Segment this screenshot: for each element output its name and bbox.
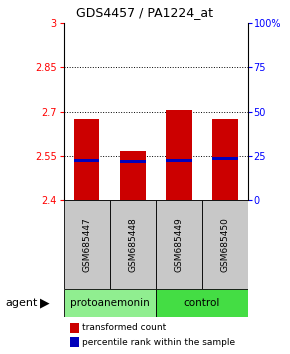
Text: control: control: [184, 298, 220, 308]
Text: GSM685447: GSM685447: [82, 217, 91, 272]
Bar: [64, 289, 156, 317]
Text: transformed count: transformed count: [82, 323, 167, 332]
Bar: [70, 323, 79, 333]
Text: protoanemonin: protoanemonin: [70, 298, 150, 308]
Bar: [156, 200, 202, 289]
Text: GDS4457 / PA1224_at: GDS4457 / PA1224_at: [77, 6, 213, 19]
Text: GSM685449: GSM685449: [174, 217, 183, 272]
Bar: [110, 200, 156, 289]
Bar: [166, 110, 192, 200]
Bar: [74, 119, 99, 200]
Bar: [74, 159, 99, 162]
Bar: [156, 289, 248, 317]
Text: GSM685448: GSM685448: [128, 217, 137, 272]
Bar: [64, 200, 110, 289]
Bar: [120, 151, 146, 200]
Bar: [212, 119, 238, 200]
Bar: [120, 160, 146, 163]
Bar: [70, 337, 79, 347]
Text: GSM685450: GSM685450: [220, 217, 229, 272]
Text: ▶: ▶: [40, 296, 50, 309]
Text: agent: agent: [6, 298, 38, 308]
Text: percentile rank within the sample: percentile rank within the sample: [82, 338, 235, 347]
Bar: [202, 200, 248, 289]
Bar: [166, 159, 192, 162]
Bar: [212, 157, 238, 160]
